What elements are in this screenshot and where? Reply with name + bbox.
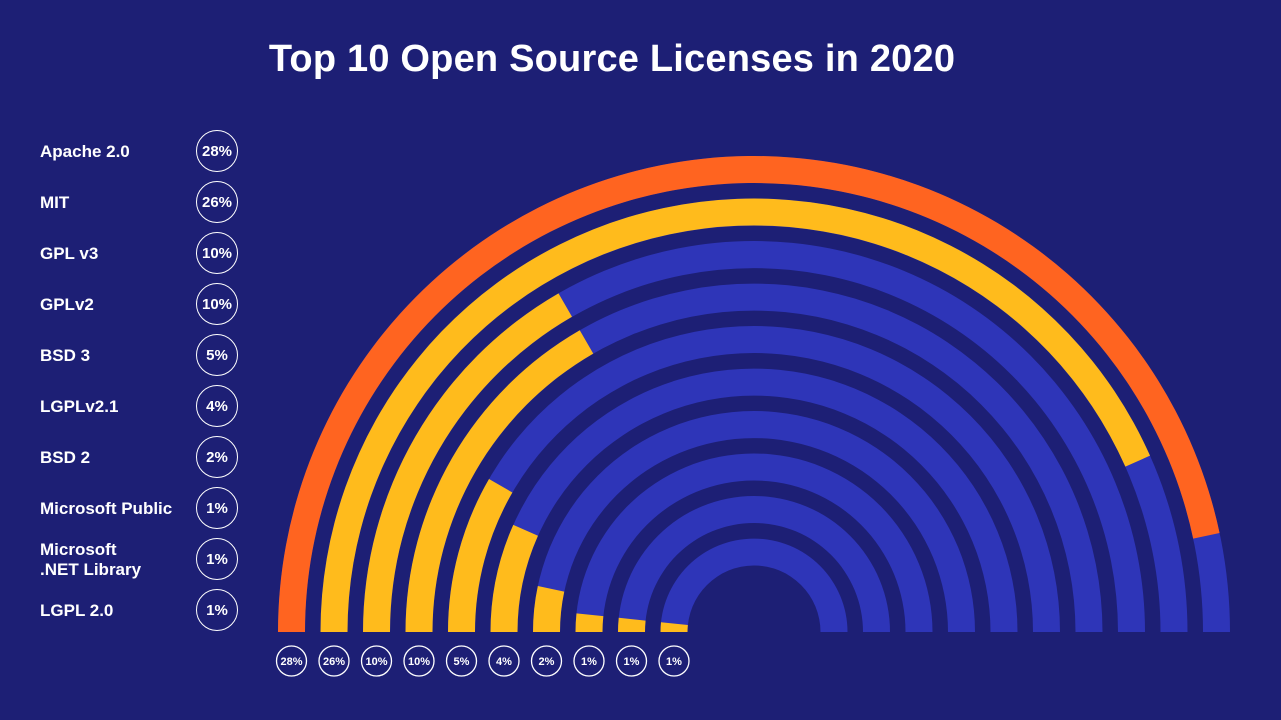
bar-value-badge-ring (658, 645, 690, 677)
legend-row: LGPL 2.0 1% (40, 589, 250, 633)
bar-value-badge-ring (403, 645, 435, 677)
bar-4 (405, 330, 594, 632)
bar-value-badge: 10% (403, 645, 435, 677)
legend-value-badge: 10% (196, 283, 238, 325)
bar-value-badge-ring (488, 645, 520, 677)
legend-label: LGPLv2.1 (40, 397, 119, 416)
bar-value-badge-ring (360, 645, 393, 677)
bar-value-badge: 28% (275, 645, 308, 677)
bar-value-label: 26% (323, 656, 345, 668)
bar-value-badge: 26% (318, 645, 350, 677)
legend-row: BSD 2 2% (40, 436, 250, 480)
legend-label: LGPL 2.0 (40, 601, 114, 620)
legend-label: GPL v3 (40, 244, 99, 263)
legend-row: MIT 26% (40, 181, 250, 225)
bar-value-badge: 4% (488, 645, 520, 677)
bar-value-badge-ring (275, 645, 308, 677)
legend-label: BSD 3 (40, 346, 91, 365)
legend-label: Apache 2.0 (40, 142, 130, 161)
bar-value-label: 28% (280, 656, 302, 668)
legend-label: Microsoft .NET Library (40, 540, 142, 579)
bar-value-label: 1% (624, 656, 640, 668)
bar-value-label: 2% (539, 656, 555, 668)
bar-value-badge-ring (530, 645, 563, 677)
legend-value-badge: 1% (196, 487, 238, 529)
bar-value-badge: 5% (445, 645, 478, 677)
bar-5 (448, 479, 513, 632)
legend-row: LGPLv2.1 4% (40, 385, 250, 429)
bar-7 (533, 586, 565, 632)
legend-row: GPLv2 10% (40, 283, 250, 327)
bar-track (575, 453, 933, 632)
bar-value-badge: 2% (530, 645, 563, 677)
legend-value-badge: 2% (196, 436, 238, 478)
legend-value-badge: 1% (196, 538, 238, 580)
bar-value-label: 1% (666, 656, 682, 668)
bar-value-badge-ring (318, 645, 350, 677)
legend-value-badge: 10% (196, 232, 238, 274)
legend-label: Microsoft Public (40, 499, 173, 518)
bar-value-badge-ring (445, 645, 478, 677)
legend-label: GPLv2 (40, 295, 94, 314)
bar-6 (490, 524, 538, 632)
bar-value-badge: 10% (360, 645, 393, 677)
bar-9 (618, 617, 646, 632)
bar-3 (362, 293, 572, 632)
legend-row: Microsoft Public 1% (40, 487, 250, 531)
legend-row: Apache 2.0 28% (40, 130, 250, 174)
legend-value-badge: 4% (196, 385, 238, 427)
bar-value-badge: 1% (573, 645, 605, 677)
bar-value-badge: 1% (658, 645, 690, 677)
legend-label: BSD 2 (40, 448, 91, 467)
bar-value-label: 10% (408, 656, 430, 668)
bar-value-badge: 1% (615, 645, 648, 677)
legend-row: BSD 3 5% (40, 334, 250, 378)
bar-value-badge-ring (615, 645, 648, 677)
legend-value-badge: 1% (196, 589, 238, 631)
bar-value-badge-ring (573, 645, 605, 677)
bar-value-label: 5% (454, 656, 470, 668)
bar-10 (660, 622, 688, 632)
legend-label: MIT (40, 193, 70, 212)
bar-8 (575, 613, 604, 632)
bar-value-label: 10% (365, 656, 387, 668)
legend-row: GPL v3 10% (40, 232, 250, 276)
chart-title: Top 10 Open Source Licenses in 2020 (268, 38, 956, 80)
legend-value-badge: 5% (196, 334, 238, 376)
legend-value-badge: 26% (196, 181, 238, 223)
bar-track (490, 368, 1018, 632)
bar-value-label: 4% (496, 656, 512, 668)
bar-value-label: 1% (581, 656, 597, 668)
bar-track (660, 538, 848, 632)
legend-value-badge: 28% (196, 130, 238, 172)
bar-track (533, 411, 975, 632)
bar-track (618, 496, 890, 632)
legend-row: Microsoft .NET Library 1% (40, 538, 250, 582)
